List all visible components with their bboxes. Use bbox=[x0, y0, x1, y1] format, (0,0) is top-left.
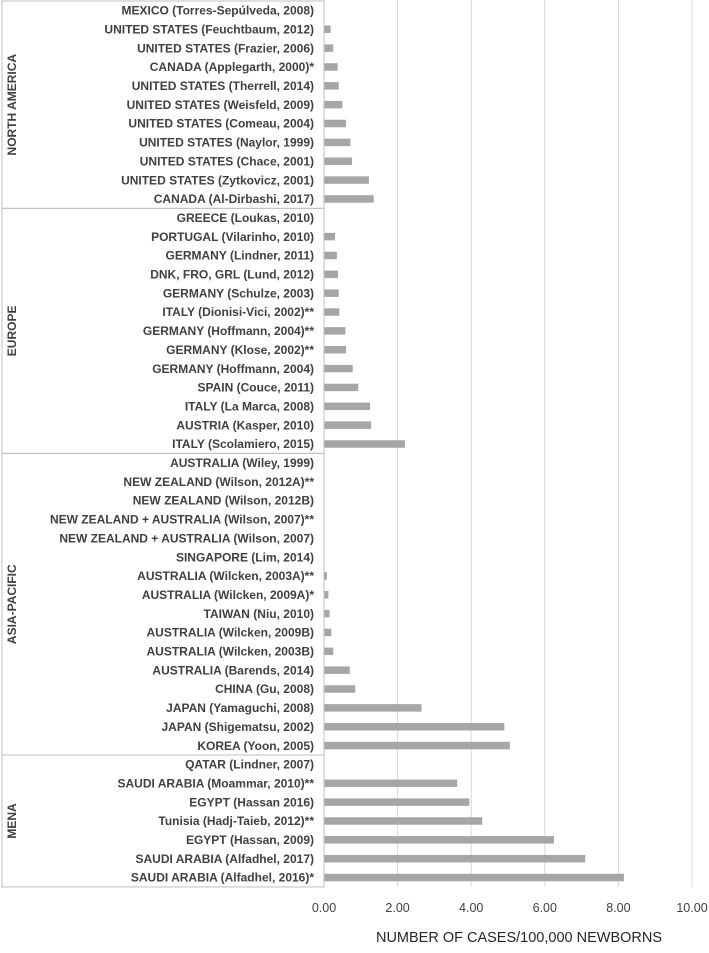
x-tick-label: 6.00 bbox=[533, 901, 557, 915]
category-label: CANADA (Applegarth, 2000)* bbox=[150, 60, 315, 74]
bar bbox=[324, 647, 334, 656]
category-label: NEW ZEALAND (Wilson, 2012A)** bbox=[123, 475, 314, 489]
bar bbox=[324, 685, 356, 693]
bar bbox=[324, 232, 336, 241]
bar bbox=[324, 666, 350, 674]
bar bbox=[324, 251, 337, 260]
category-label: NEW ZEALAND (Wilson, 2012B) bbox=[133, 494, 314, 508]
bar bbox=[324, 591, 329, 599]
category-label: GREECE (Loukas, 2010) bbox=[177, 211, 314, 225]
bar bbox=[324, 364, 353, 373]
bar bbox=[324, 873, 624, 882]
bar bbox=[324, 289, 339, 297]
bar bbox=[324, 63, 338, 71]
bar bbox=[324, 345, 347, 354]
bar bbox=[324, 82, 339, 90]
bar bbox=[324, 704, 422, 712]
category-label: UNITED STATES (Therrell, 2014) bbox=[132, 79, 314, 93]
bar bbox=[324, 119, 347, 128]
category-label: SINGAPORE (Lim, 2014) bbox=[176, 550, 314, 564]
bar bbox=[324, 402, 370, 411]
x-axis-title: NUMBER OF CASES/100,000 NEWBORNS bbox=[376, 930, 662, 946]
bar bbox=[324, 741, 510, 750]
category-label: GERMANY (Schulze, 2003) bbox=[163, 286, 314, 300]
group-label: EUROPE bbox=[5, 306, 19, 357]
category-label: AUSTRALIA (Wilcken, 2003A)** bbox=[137, 569, 314, 583]
category-label: DNK, FRO, GRL (Lund, 2012) bbox=[150, 268, 314, 282]
category-label: AUSTRALIA (Barends, 2014) bbox=[152, 663, 314, 677]
category-label: TAIWAN (Niu, 2010) bbox=[204, 607, 314, 621]
category-label: NEW ZEALAND + AUSTRALIA (Wilson, 2007)** bbox=[50, 513, 314, 527]
category-label: UNITED STATES (Zytkovicz, 2001) bbox=[121, 173, 314, 187]
bar bbox=[324, 440, 405, 448]
category-label: KOREA (Yoon, 2005) bbox=[197, 739, 314, 753]
category-label: UNITED STATES (Feuchtbaum, 2012) bbox=[104, 22, 314, 36]
group-label: ASIA-PACIFIC bbox=[5, 564, 19, 644]
category-label: ITALY (Scolamiero, 2015) bbox=[172, 437, 314, 451]
bar bbox=[324, 176, 369, 184]
bar bbox=[324, 722, 505, 731]
x-tick-label: 0.00 bbox=[312, 901, 336, 915]
category-label: AUSTRIA (Kasper, 2010) bbox=[176, 418, 314, 432]
category-label: MEXICO (Torres-Sepúlveda, 2008) bbox=[121, 4, 314, 18]
bar bbox=[324, 383, 359, 392]
bar bbox=[324, 270, 338, 279]
category-label: GERMANY (Klose, 2002)** bbox=[166, 343, 314, 357]
category-label: SAUDI ARABIA (Alfadhel, 2016)* bbox=[131, 871, 314, 885]
bar bbox=[324, 572, 327, 580]
category-label: JAPAN (Yamaguchi, 2008) bbox=[166, 701, 314, 715]
category-label: GERMANY (Hoffmann, 2004) bbox=[152, 362, 314, 376]
group-label: NORTH AMERICA bbox=[5, 54, 19, 156]
category-label: UNITED STATES (Naylor, 1999) bbox=[139, 136, 314, 150]
category-label: JAPAN (Shigematsu, 2002) bbox=[162, 720, 315, 734]
category-label: PORTUGAL (Vilarinho, 2010) bbox=[151, 230, 314, 244]
category-label: EGYPT (Hassan, 2009) bbox=[186, 833, 314, 847]
category-label: AUSTRALIA (Wiley, 1999) bbox=[170, 456, 314, 470]
category-label: QATAR (Lindner, 2007) bbox=[185, 758, 314, 772]
bar bbox=[324, 779, 458, 788]
bar bbox=[324, 817, 483, 825]
bar bbox=[324, 308, 340, 316]
category-label: GERMANY (Hoffmann, 2004)** bbox=[143, 324, 314, 338]
bar bbox=[324, 195, 374, 203]
category-label: ITALY (La Marca, 2008) bbox=[185, 399, 314, 413]
category-label: Tunisia (Hadj-Taieb, 2012)** bbox=[158, 814, 314, 828]
bar bbox=[324, 854, 586, 863]
bar bbox=[324, 836, 554, 844]
category-label: NEW ZEALAND + AUSTRALIA (Wilson, 2007) bbox=[59, 531, 314, 545]
category-label: AUSTRALIA (Wilcken, 2009B) bbox=[147, 626, 314, 640]
x-tick-label: 10.00 bbox=[676, 901, 707, 915]
category-label: EGYPT (Hassan 2016) bbox=[189, 795, 314, 809]
bar bbox=[324, 798, 470, 806]
category-label: UNITED STATES (Weisfeld, 2009) bbox=[127, 98, 314, 112]
category-label: ITALY (Dionisi-Vici, 2002)** bbox=[162, 305, 314, 319]
x-tick-label: 8.00 bbox=[606, 901, 630, 915]
bar bbox=[324, 100, 343, 109]
category-label: UNITED STATES (Comeau, 2004) bbox=[128, 117, 314, 131]
bar bbox=[324, 25, 331, 34]
x-tick-label: 2.00 bbox=[385, 901, 409, 915]
bar bbox=[324, 44, 334, 52]
category-label: SPAIN (Couce, 2011) bbox=[198, 381, 314, 395]
category-label: CANADA (Al-Dirbashi, 2017) bbox=[154, 192, 314, 206]
bar bbox=[324, 157, 352, 165]
category-label: UNITED STATES (Chace, 2001) bbox=[140, 154, 314, 168]
category-label: AUSTRALIA (Wilcken, 2009A)* bbox=[142, 588, 314, 602]
x-tick-label: 4.00 bbox=[459, 901, 483, 915]
group-label: MENA bbox=[5, 803, 19, 839]
category-label: AUSTRALIA (Wilcken, 2003B) bbox=[147, 645, 314, 659]
category-label: SAUDI ARABIA (Alfadhel, 2017) bbox=[136, 852, 314, 866]
bar bbox=[324, 628, 332, 637]
bar bbox=[324, 609, 330, 618]
category-label: SAUDI ARABIA (Moammar, 2010)** bbox=[118, 776, 315, 790]
bar bbox=[324, 421, 372, 429]
category-label: UNITED STATES (Frazier, 2006) bbox=[137, 41, 314, 55]
category-label: GERMANY (Lindner, 2011) bbox=[166, 249, 314, 263]
bar bbox=[324, 327, 346, 335]
bar bbox=[324, 138, 351, 147]
category-label: CHINA (Gu, 2008) bbox=[215, 682, 314, 696]
